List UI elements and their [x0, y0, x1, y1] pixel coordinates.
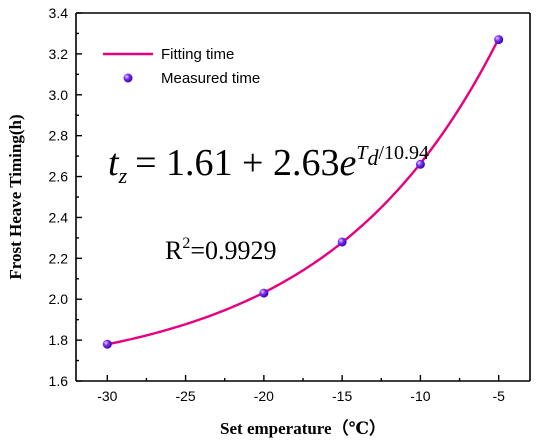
data-point-measured-time [259, 288, 269, 298]
y-ticks: 1.6 1.8 2.0 2.2 2.4 2.6 2.8 3.0 3.2 3.4 [49, 5, 82, 389]
y-tick-label: 1.8 [49, 332, 69, 348]
data-point-measured-time [337, 237, 347, 247]
fit-equation: tz = 1.61 + 2.63eTd/10.94 [108, 142, 429, 188]
eq-lhs-sub: z [118, 163, 128, 188]
x-axis-title: Set emperature（℃） [220, 418, 386, 438]
y-tick-label: 2.6 [49, 169, 69, 185]
eq-exp-rest: /10.94 [379, 142, 430, 164]
r2-sup: 2 [182, 235, 190, 252]
r-squared-label: R2=0.9929 [165, 235, 277, 265]
eq-lhs-var: t [108, 142, 120, 184]
data-point-measured-time [494, 35, 504, 45]
x-tick-label: -5 [492, 388, 505, 404]
x-tick-label: -15 [332, 388, 352, 404]
eq-exp-var-sub: d [368, 145, 380, 170]
y-tick-label: 1.6 [49, 373, 69, 389]
y-tick-label: 3.0 [49, 87, 69, 103]
measured-points [102, 35, 504, 349]
legend-swatch-measured-time [123, 73, 133, 83]
legend-label-fitting-time: Fitting time [161, 46, 234, 63]
y-tick-label: 2.0 [49, 291, 69, 307]
y-tick-label: 2.8 [49, 128, 69, 144]
x-tick-label: -25 [175, 388, 195, 404]
eq-rhs: = 1.61 + 2.63 [135, 142, 339, 184]
y-tick-label: 3.4 [49, 5, 69, 21]
y-tick-label: 2.4 [49, 209, 69, 225]
series-line-fitting-time [106, 37, 500, 346]
legend: Fitting time Measured time [103, 46, 260, 87]
data-point-measured-time [415, 159, 425, 169]
eq-exp-base: e [340, 142, 357, 184]
y-tick-label: 3.2 [49, 46, 69, 62]
y-tick-label: 2.2 [49, 250, 69, 266]
r2-prefix: R [165, 236, 183, 265]
x-tick-label: -10 [410, 388, 430, 404]
data-point-measured-time [102, 339, 112, 349]
y-axis-title: Frost Heave Timing(h) [6, 114, 25, 279]
x-ticks: -30 -25 -20 -15 -10 -5 [97, 375, 505, 404]
eq-exp-var: T [356, 142, 369, 164]
legend-label-measured-time: Measured time [161, 70, 260, 87]
x-tick-label: -20 [254, 388, 274, 404]
r2-value: =0.9929 [190, 236, 276, 265]
x-tick-label: -30 [97, 388, 117, 404]
